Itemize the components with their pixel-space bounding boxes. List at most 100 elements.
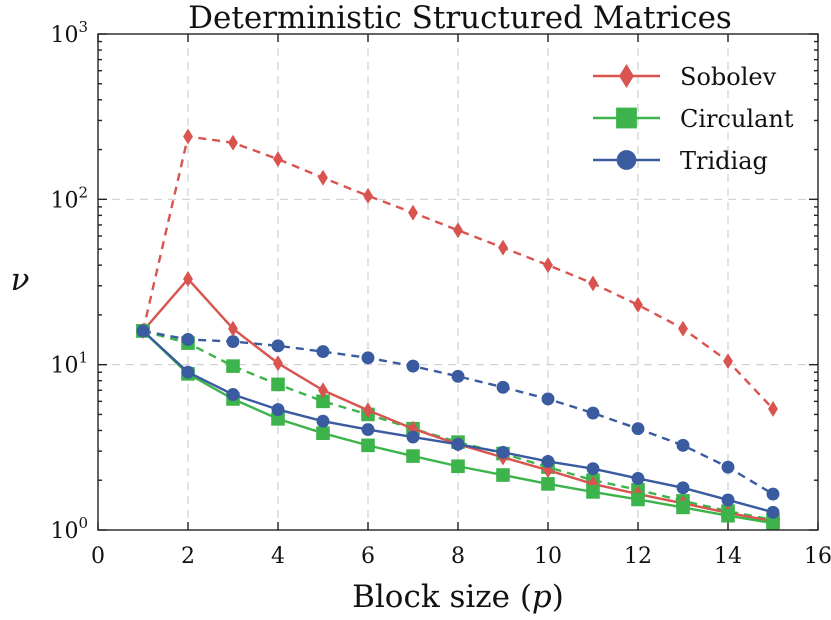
x-tick-label: 12 bbox=[624, 544, 652, 569]
x-tick-label: 16 bbox=[804, 544, 831, 569]
data-point bbox=[541, 392, 555, 406]
x-tick-label: 2 bbox=[181, 544, 195, 569]
data-point bbox=[766, 516, 780, 530]
data-point bbox=[271, 339, 285, 353]
x-tick-label: 10 bbox=[534, 544, 562, 569]
series-tridiag-dashed bbox=[136, 324, 780, 501]
x-tick-label: 4 bbox=[271, 544, 285, 569]
y-axis-label: ν bbox=[11, 262, 30, 298]
legend-label: Tridiag bbox=[680, 147, 768, 175]
y-tick-base: 10 bbox=[50, 354, 78, 379]
data-point bbox=[226, 335, 240, 348]
legend-marker-square bbox=[616, 107, 637, 129]
data-point bbox=[363, 187, 373, 204]
legend-label: Circulant bbox=[680, 105, 794, 133]
data-point bbox=[451, 437, 465, 451]
data-point bbox=[766, 487, 780, 501]
legend: Sobolev Circulant Tridiag bbox=[593, 63, 794, 175]
data-point bbox=[631, 422, 645, 436]
data-point bbox=[586, 485, 600, 499]
data-point bbox=[496, 445, 510, 459]
data-point bbox=[406, 430, 420, 444]
data-point bbox=[228, 134, 238, 151]
plot-frame bbox=[97, 33, 819, 531]
data-point bbox=[453, 222, 463, 239]
series-layer bbox=[136, 128, 780, 530]
data-point bbox=[183, 270, 193, 287]
legend-marker-diamond bbox=[619, 64, 634, 88]
data-point bbox=[406, 359, 420, 373]
data-point bbox=[361, 438, 375, 453]
data-point bbox=[226, 359, 240, 373]
x-axis-label-suffix: ) bbox=[552, 579, 564, 615]
legend-item-circulant: Circulant bbox=[593, 105, 794, 133]
data-point bbox=[723, 353, 733, 370]
y-tick-label: 103 bbox=[50, 18, 88, 48]
data-point bbox=[721, 493, 735, 507]
data-point bbox=[496, 468, 510, 482]
x-tick-label: 0 bbox=[91, 544, 105, 569]
data-point bbox=[273, 151, 283, 168]
x-tick-label: 6 bbox=[361, 544, 375, 569]
data-point bbox=[271, 403, 285, 417]
series-tridiag-solid bbox=[136, 324, 780, 519]
data-point bbox=[588, 275, 598, 292]
series-line bbox=[142, 329, 774, 496]
data-point bbox=[676, 500, 690, 515]
data-point bbox=[363, 402, 373, 419]
data-point bbox=[496, 380, 510, 394]
data-point bbox=[316, 345, 330, 359]
data-point bbox=[318, 169, 328, 186]
data-point bbox=[768, 400, 778, 417]
data-point bbox=[408, 204, 418, 221]
y-tick-exponent: 0 bbox=[78, 514, 88, 532]
series-circulant-solid bbox=[136, 324, 780, 530]
y-tick-base: 10 bbox=[50, 188, 78, 213]
x-axis-label: Block size (p) bbox=[352, 579, 564, 615]
y-tick-base: 10 bbox=[50, 519, 78, 544]
legend-label: Sobolev bbox=[680, 63, 777, 91]
legend-item-tridiag: Tridiag bbox=[593, 147, 768, 175]
data-point bbox=[676, 481, 690, 495]
x-axis-label-prefix: Block size ( bbox=[352, 579, 532, 615]
data-point bbox=[318, 382, 328, 399]
series-line bbox=[141, 135, 774, 410]
data-point bbox=[721, 460, 735, 474]
data-point bbox=[498, 239, 508, 256]
x-axis-label-var: p bbox=[532, 579, 552, 615]
data-point bbox=[543, 257, 553, 274]
data-point bbox=[451, 369, 465, 383]
data-point bbox=[228, 320, 238, 337]
data-point bbox=[586, 406, 600, 420]
y-tick-label: 100 bbox=[50, 514, 88, 544]
data-point bbox=[361, 351, 375, 365]
data-point bbox=[181, 365, 195, 379]
data-point bbox=[361, 423, 375, 437]
data-point bbox=[226, 388, 240, 401]
y-tick-label: 102 bbox=[50, 183, 88, 213]
data-point bbox=[676, 438, 690, 452]
x-tick-label: 14 bbox=[714, 544, 742, 569]
y-tick-exponent: 1 bbox=[78, 349, 88, 367]
data-point bbox=[721, 508, 735, 523]
data-point bbox=[631, 492, 645, 507]
data-point bbox=[631, 472, 645, 485]
data-point bbox=[316, 426, 330, 441]
data-point bbox=[273, 355, 283, 372]
data-point bbox=[136, 324, 150, 338]
y-tick-exponent: 2 bbox=[78, 183, 88, 201]
data-point bbox=[316, 414, 330, 428]
y-tick-base: 10 bbox=[50, 23, 78, 48]
y-tick-exponent: 3 bbox=[78, 18, 88, 36]
legend-item-sobolev: Sobolev bbox=[593, 63, 777, 91]
series-sobolev-dashed bbox=[138, 128, 778, 417]
chart-title: Deterministic Structured Matrices bbox=[188, 0, 732, 36]
data-point bbox=[586, 462, 600, 476]
data-point bbox=[271, 377, 285, 392]
data-point bbox=[181, 333, 195, 346]
data-point bbox=[541, 454, 555, 468]
y-tick-label: 101 bbox=[50, 349, 88, 379]
x-tick-label: 8 bbox=[451, 544, 465, 569]
